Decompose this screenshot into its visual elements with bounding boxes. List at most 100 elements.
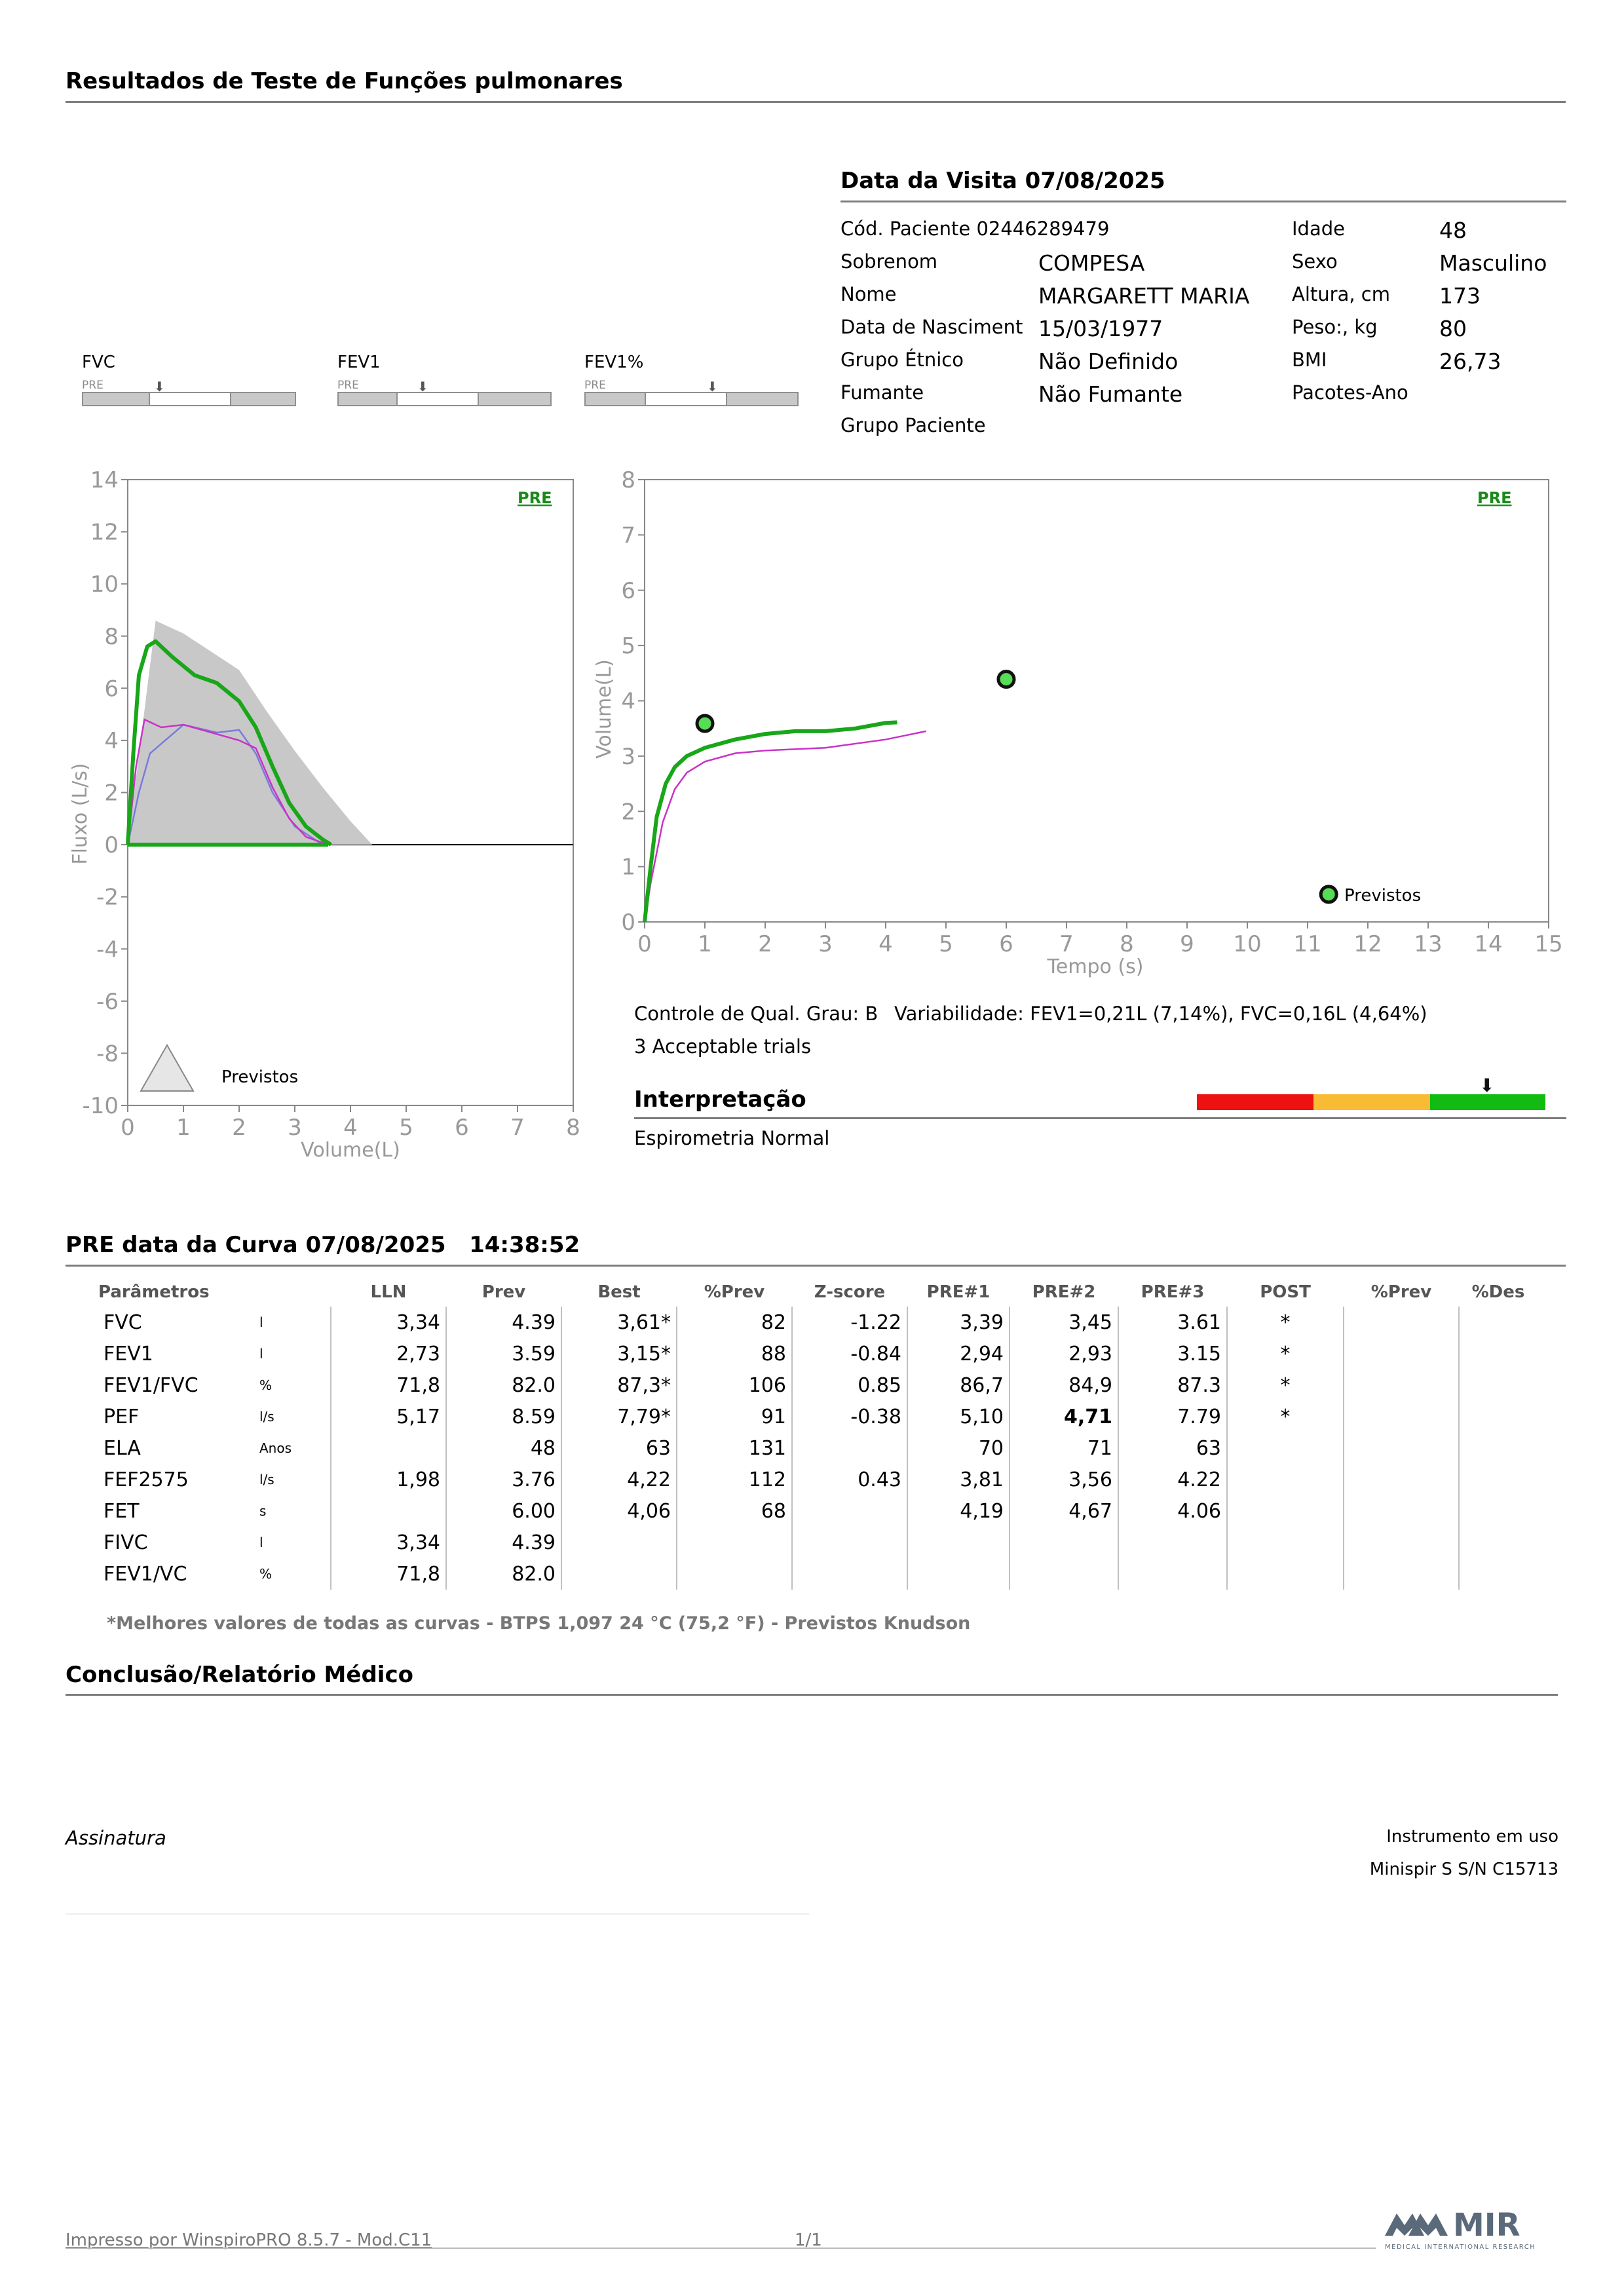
table-cell: 48 [445, 1432, 561, 1464]
results-table: Parâmetros LLN Prev Best %Prev Z-score P… [98, 1278, 1538, 1590]
vt-xtick-label: 5 [939, 931, 953, 957]
fv-ylabel: Fluxo (L/s) [69, 763, 92, 864]
table-cell: l/s [259, 1409, 274, 1425]
table-cell: 70 [907, 1432, 1010, 1464]
table-cell [1343, 1401, 1459, 1432]
fv-ytick-label: -4 [96, 936, 119, 963]
smoker-value: Não Fumante [1038, 381, 1183, 407]
birthdate-label: Data de Nasciment [840, 316, 1023, 338]
table-cell: 82.0 [445, 1369, 561, 1401]
table-row-ela: ELA Anos 48 63 131 70 71 63 [98, 1432, 1538, 1464]
table-cell: 63 [561, 1432, 677, 1464]
col-post: POST [1260, 1282, 1311, 1302]
table-cell: l/s [259, 1472, 274, 1487]
fv-ytick-label: 8 [104, 624, 119, 650]
table-row-pef: PEF l/s 5,17 8.59 7,79* 91 -0.38 5,10 4,71 7.79 * [98, 1401, 1538, 1432]
header-rule [66, 101, 1566, 103]
table-row-fet: FET s 6.00 4,06 68 4,19 4,67 4.06 [98, 1495, 1538, 1527]
table-cell: 4,71 [1009, 1401, 1118, 1432]
table-cell: 3.15 [1118, 1338, 1227, 1369]
footer-rule [66, 2248, 1376, 2249]
table-cell: % [259, 1566, 273, 1582]
table-cell: * [1226, 1338, 1344, 1369]
fv-ytick-label: 2 [104, 780, 119, 807]
height-label: Altura, cm [1292, 283, 1390, 305]
table-cell: * [1226, 1401, 1344, 1432]
interpretation-bar-yellow [1313, 1094, 1430, 1110]
table-cell [791, 1432, 907, 1464]
fv-ytick-label: 14 [90, 467, 119, 493]
patient-group-label: Grupo Paciente [840, 414, 986, 436]
col-pre2: PRE#2 [1032, 1282, 1096, 1302]
table-row-fef2575: FEF2575 l/s 1,98 3.76 4,22 112 0.43 3,81 3,56 4.2… [98, 1464, 1538, 1495]
table-cell: 5,17 [330, 1401, 446, 1432]
signature-label: Assinatura [66, 1827, 166, 1849]
ethnic-group-value: Não Definido [1038, 349, 1179, 374]
fev1-range-bar: ⬇ [337, 379, 552, 406]
table-cell [1458, 1401, 1538, 1432]
mir-logo-icon: MIR MEDICAL INTERNATIONAL RESEARCH [1385, 2207, 1535, 2251]
table-cell: 7,79* [561, 1401, 677, 1432]
table-cell: 82.0 [445, 1558, 561, 1590]
table-cell: 3.76 [445, 1464, 561, 1495]
results-footnote: *Melhores valores de todas as curvas - B… [107, 1613, 971, 1634]
table-cell: 88 [676, 1338, 792, 1369]
table-cell: 3,56 [1009, 1464, 1118, 1495]
table-cell: % [259, 1377, 273, 1393]
results-header-row: Parâmetros LLN Prev Best %Prev Z-score P… [98, 1278, 1538, 1307]
table-cell: 7.79 [1118, 1401, 1227, 1432]
age-label: Idade [1292, 218, 1345, 240]
col-pre3: PRE#3 [1141, 1282, 1205, 1302]
printed-by: Impresso por WinspiroPRO 8.5.7 - Mod.C11 [66, 2230, 432, 2250]
vt-xtick-label: 4 [878, 931, 893, 957]
table-cell: -0.84 [791, 1338, 907, 1369]
fv-xtick-label: 3 [288, 1115, 302, 1141]
patient-code: Cód. Paciente 02446289479 [840, 218, 1110, 240]
col-zscore: Z-score [814, 1282, 886, 1302]
table-cell: 71,8 [330, 1558, 446, 1590]
table-cell: 3,61* [561, 1307, 677, 1338]
fev1-bar-label: FEV1 [337, 353, 381, 372]
table-cell: 3,39 [907, 1307, 1010, 1338]
vt-xtick-label: 15 [1534, 931, 1562, 957]
table-cell: 2,73 [330, 1338, 446, 1369]
col-pre1: PRE#1 [926, 1282, 991, 1302]
table-cell: 2,93 [1009, 1338, 1118, 1369]
table-cell [1458, 1338, 1538, 1369]
table-cell: 86,7 [907, 1369, 1010, 1401]
table-cell: l [259, 1346, 263, 1362]
interpretation-bar-red [1197, 1094, 1313, 1110]
fev1-bar-pre: PRE [337, 379, 359, 392]
fv-legend-label: Previstos [221, 1067, 298, 1087]
table-cell: 3,15* [561, 1338, 677, 1369]
quality-grade: Controle de Qual. Grau: B [634, 1003, 878, 1025]
variability: Variabilidade: FEV1=0,21L (7,14%), FVC=0… [894, 1003, 1427, 1025]
fv-ytick-label: -8 [96, 1041, 119, 1067]
table-cell [676, 1527, 792, 1558]
vt-xtick-label: 7 [1059, 931, 1074, 957]
weight-label: Peso:, kg [1292, 316, 1378, 338]
fv-ytick-label: 0 [104, 832, 119, 858]
table-cell: Anos [259, 1440, 292, 1456]
vt-ytick-label: 6 [621, 578, 635, 604]
table-cell: 2,94 [907, 1338, 1010, 1369]
table-cell [1343, 1338, 1459, 1369]
fvc-arrow-icon: ⬇ [154, 379, 165, 394]
interpretation-title: Interpretação [634, 1086, 806, 1113]
table-cell: FET [104, 1499, 140, 1523]
vt-ytick-label: 3 [621, 744, 635, 770]
table-cell [1458, 1527, 1538, 1558]
vt-ytick-label: 8 [621, 467, 635, 493]
table-row-fvc: FVC l 3,34 4.39 3,61* 82 -1.22 3,39 3,45 3.61 * [98, 1307, 1538, 1338]
table-cell: 112 [676, 1464, 792, 1495]
conclusion-title: Conclusão/Relatório Médico [66, 1662, 413, 1688]
table-cell [1343, 1369, 1459, 1401]
vt-ytick-label: 0 [621, 909, 635, 936]
interpretation-bar-green [1430, 1094, 1545, 1110]
table-cell [1343, 1558, 1459, 1590]
table-cell [1458, 1432, 1538, 1464]
table-cell [330, 1495, 446, 1527]
table-cell: 68 [676, 1495, 792, 1527]
fv-ytick-label: 10 [90, 571, 119, 598]
table-cell [561, 1558, 677, 1590]
